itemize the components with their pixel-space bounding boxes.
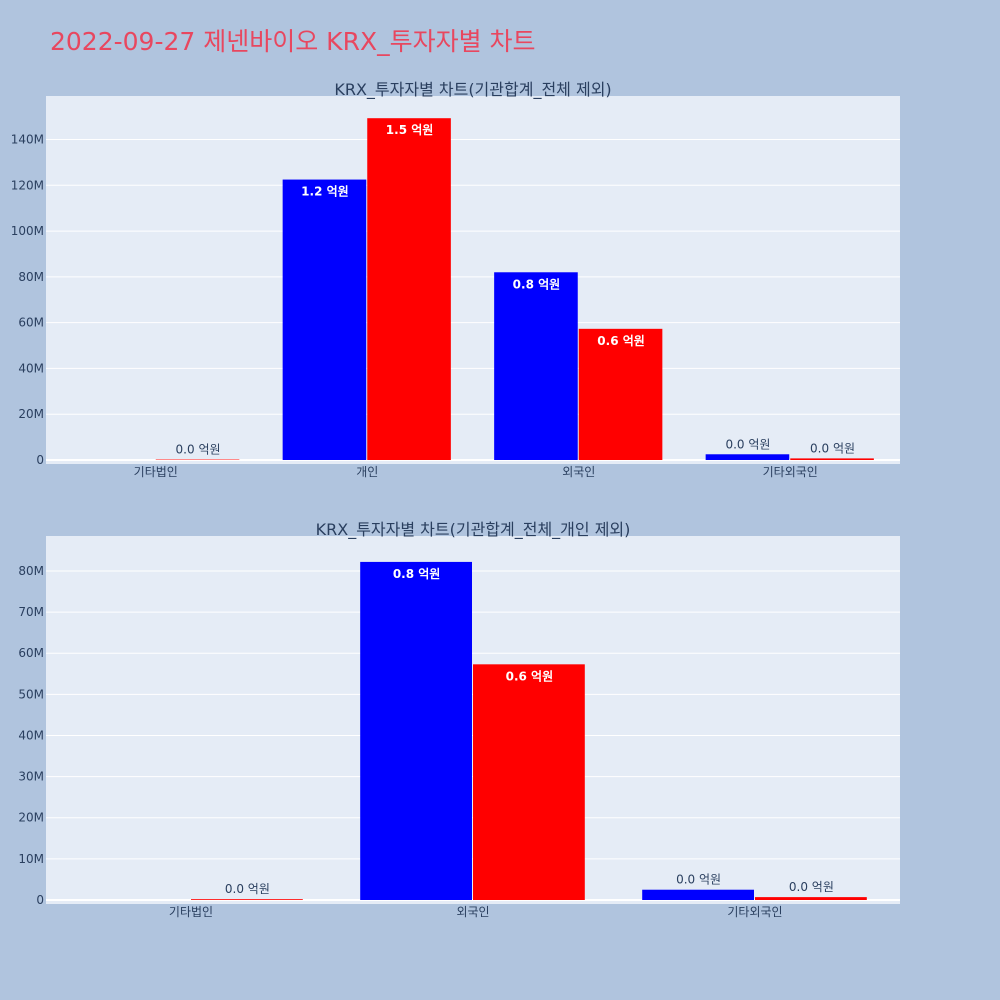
chart-top-bar-label: 0.8 억원 (513, 277, 561, 291)
chart-bottom-bar (360, 561, 472, 900)
chart-top-bar-label: 0.6 억원 (597, 334, 645, 348)
chart-top-y-tick-label: 100M (11, 224, 44, 238)
chart-bottom-bar-label: 0.0 억원 (789, 880, 834, 894)
chart-top-title: KRX_투자자별 차트(기관합계_전체 제외) (334, 80, 611, 100)
chart-bottom-x-tick-label: 기타외국인 (727, 905, 782, 919)
chart-top-plot-area (46, 96, 900, 464)
chart-bottom-x-tick-label: 기타법인 (169, 905, 213, 919)
chart-bottom-bar (755, 897, 867, 900)
chart-bottom-y-tick-label: 70M (18, 605, 44, 619)
chart-bottom-x-tick-label: 외국인 (456, 905, 489, 919)
chart-bottom-y-tick-label: 10M (18, 852, 44, 866)
chart-top-x-tick-label: 외국인 (562, 465, 595, 479)
chart-bottom-bar (191, 899, 303, 900)
chart-top-bar (790, 458, 874, 460)
chart-top-bar-label: 1.5 억원 (386, 123, 434, 137)
chart-bottom-bar-label: 0.0 억원 (225, 882, 270, 896)
chart-top-y-tick-label: 140M (11, 132, 44, 146)
chart-top-y-tick-label: 80M (18, 270, 44, 284)
chart-bottom-bar-label: 0.6 억원 (506, 669, 554, 683)
chart-bottom-y-tick-label: 20M (18, 811, 44, 825)
chart-top-y-tick-label: 120M (11, 178, 44, 192)
chart-top-y-tick-label: 20M (18, 407, 44, 421)
chart-bottom-y-tick-label: 60M (18, 646, 44, 660)
chart-top-bar (494, 272, 578, 460)
chart-top-y-tick-label: 0 (36, 453, 44, 467)
chart-top-x-tick-label: 기타법인 (134, 465, 178, 479)
chart-bottom-y-tick-label: 80M (18, 564, 44, 578)
chart-bottom-bar-label: 0.8 억원 (393, 567, 441, 581)
chart-bottom-y-tick-label: 0 (36, 893, 44, 907)
chart-top-bar (367, 118, 451, 460)
chart-bottom-y-tick-label: 50M (18, 687, 44, 701)
chart-top-bar-label: 0.0 억원 (810, 441, 855, 455)
chart-bottom-bar-label: 0.0 억원 (676, 873, 721, 887)
chart-bottom-title: KRX_투자자별 차트(기관합계_전체_개인 제외) (316, 520, 631, 540)
chart-top-y-tick-label: 40M (18, 361, 44, 375)
page-title: 2022-09-27 제넨바이오 KRX_투자자별 차트 (50, 27, 536, 56)
chart-top-bar (705, 454, 790, 460)
chart-top-bar (578, 328, 663, 460)
chart-top-bar-label: 0.0 억원 (725, 437, 770, 451)
chart-top-bar (282, 179, 367, 460)
chart-bottom-y-tick-label: 40M (18, 728, 44, 742)
chart-top-x-tick-label: 개인 (356, 465, 378, 479)
chart-top-bar-label: 1.2 억원 (301, 185, 349, 199)
chart-top-bar-label: 0.0 억원 (176, 443, 221, 457)
chart-bottom-y-tick-label: 30M (18, 770, 44, 784)
chart-bottom-bar (642, 889, 754, 900)
chart-top-x-tick-label: 기타외국인 (763, 465, 818, 479)
chart-bottom-bar (473, 664, 585, 900)
chart-top-y-tick-label: 60M (18, 316, 44, 330)
